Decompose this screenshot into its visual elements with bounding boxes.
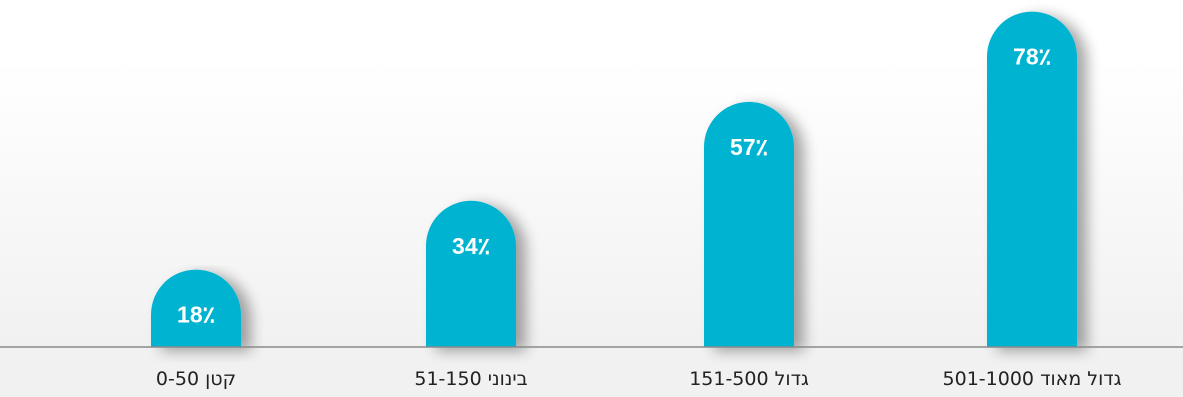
bar-0 <box>151 269 241 347</box>
bar-2 <box>704 101 794 347</box>
bar-3 <box>987 11 1077 347</box>
category-label-2: גדול 151-500 <box>689 368 809 390</box>
category-label-0: קטן 0-50 <box>156 368 236 390</box>
bar-1 <box>426 200 516 347</box>
bar-value-label-1: 34٪ <box>452 233 490 259</box>
category-label-1: בינוני 51-150 <box>414 368 527 390</box>
bar-value-label-2: 57٪ <box>730 134 768 160</box>
category-labels-group: קטן 0-50 בינוני 51-150 גדול 151-500 גדול מא… <box>156 368 1122 390</box>
bar-value-label-3: 78٪ <box>1013 44 1051 70</box>
category-label-3: גדול מאוד 501-1000 <box>943 368 1122 390</box>
bars-group: 18٪ 34٪ 57٪ 78٪ <box>151 11 1077 347</box>
bar-value-label-0: 18٪ <box>177 302 215 328</box>
